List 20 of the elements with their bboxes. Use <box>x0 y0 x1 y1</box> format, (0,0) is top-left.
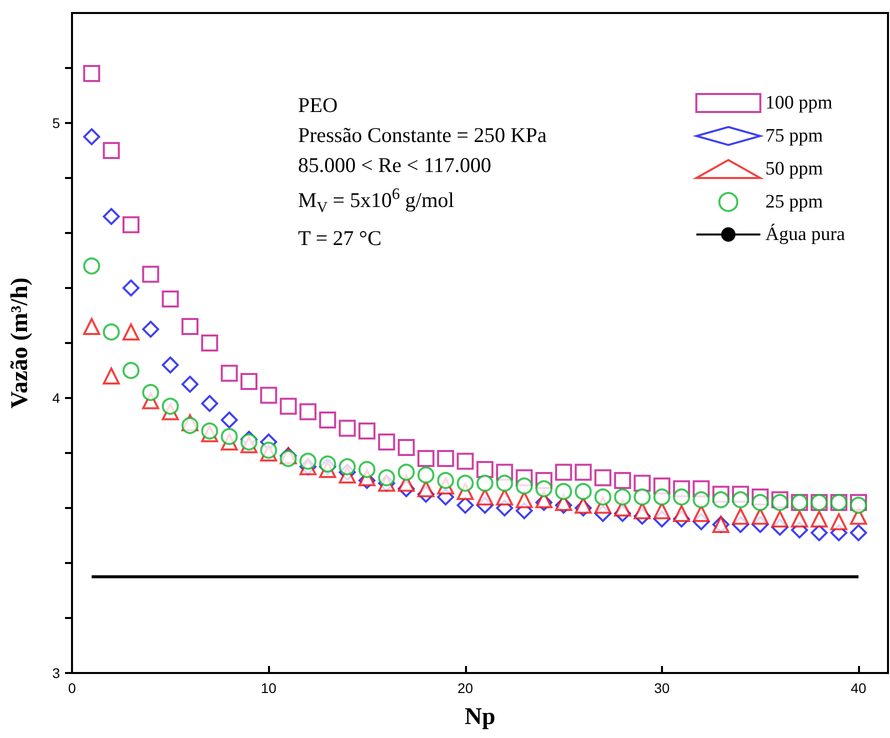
legend-label: 25 ppm <box>765 192 824 212</box>
x-tick-label: 40 <box>850 680 867 696</box>
annotation: M$_{V}$ = 5x10$^{6}$ g/mol <box>298 185 456 218</box>
annotation: T = 27 °C <box>298 225 382 252</box>
x-tick-label: 0 <box>68 680 76 696</box>
x-tick-label: 30 <box>654 680 670 696</box>
legend-label: Água pura <box>765 223 846 245</box>
x-axis-title: Np <box>464 704 496 730</box>
x-tick-label: 20 <box>457 680 474 696</box>
legend-label: 50 ppm <box>765 158 824 180</box>
y-tick-label: 5 <box>52 115 60 131</box>
legend-label: 100 ppm <box>765 92 833 114</box>
y-tick-label: 4 <box>52 390 60 406</box>
annotation: PEO <box>298 92 339 119</box>
annotation: 85.000 < Re < 117.000 <box>298 152 492 179</box>
annotation: Pressão Constante = 250 KPa <box>298 122 547 149</box>
y-axis-title: Vazão (m³/h) <box>7 278 33 408</box>
x-tick-label: 10 <box>260 680 277 696</box>
y-tick-label: 3 <box>52 665 60 681</box>
legend-label: 75 ppm <box>765 126 824 146</box>
